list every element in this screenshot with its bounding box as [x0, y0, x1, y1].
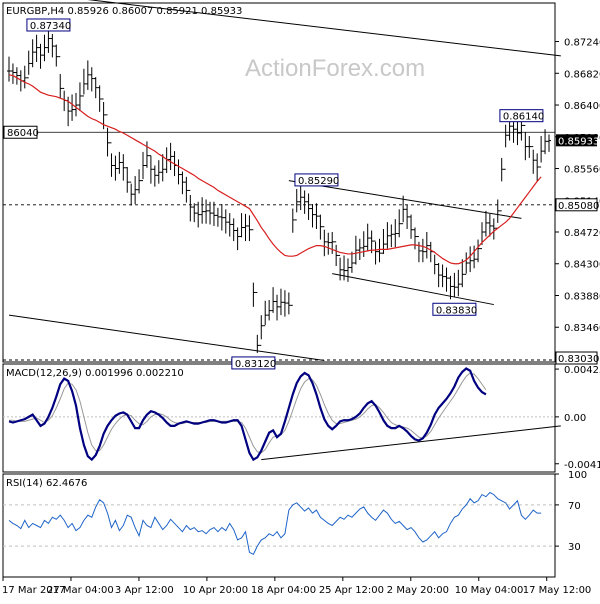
price-level-label: 86040	[7, 128, 39, 139]
rsi-panel-frame	[2, 473, 556, 578]
trend-line	[332, 273, 494, 306]
x-tick-label: 2 May 20:00	[387, 585, 449, 596]
macd-trend-line	[261, 425, 561, 461]
current-price-box	[556, 134, 597, 147]
current-price-label: 0.85933	[558, 136, 599, 147]
pivot-label: 0.87340	[30, 21, 71, 32]
x-tick-label: 17 Mar 2017	[2, 585, 65, 596]
price-level-box	[555, 198, 598, 212]
pivot-label: 0.83830	[436, 305, 477, 316]
main-y-tick-label: 0.83460	[564, 323, 600, 334]
moving-average-line	[8, 74, 542, 265]
rsi-line	[8, 491, 542, 556]
rsi-y-tick-label: 100	[568, 470, 587, 481]
x-tick-label: 3 Apr 12:00	[115, 585, 174, 596]
pivot-label-box	[26, 18, 71, 32]
price-level-box	[3, 125, 38, 139]
rsi-y-tick-label: 30	[568, 542, 581, 553]
pivot-label-box	[432, 302, 477, 316]
macd-signal-line	[9, 372, 487, 454]
main-header: EURGBP,H4 0.85926 0.86007 0.85921 0.8593…	[6, 6, 242, 17]
trend-line	[288, 180, 522, 219]
macd-header: MACD(12,26,9) 0.001996 0.002210	[6, 368, 184, 379]
pivot-label: 0.85290	[298, 176, 339, 187]
macd-y-tick-label: 0.00	[564, 413, 586, 424]
bottom-marker-box	[555, 351, 598, 365]
trend-line	[8, 314, 325, 361]
bottom-marker-label: 0.83030	[558, 354, 599, 365]
rsi-header: RSI(14) 62.4676	[6, 478, 87, 489]
x-tick-label: 27 Mar 04:00	[47, 585, 114, 596]
watermark-text: ActionForex.com	[245, 55, 425, 82]
macd-y-tick-label: -0.004167	[564, 460, 600, 471]
x-tick-label: 18 Apr 04:00	[251, 585, 316, 596]
pivot-label-box	[499, 109, 544, 123]
trend-line	[87, 0, 561, 57]
macd-panel-frame	[2, 363, 556, 473]
x-tick-label: 25 Apr 12:00	[319, 585, 384, 596]
price-level-label: 0.85080	[558, 201, 599, 212]
main-panel-frame	[2, 2, 556, 363]
macd-y-tick-label: 0.00425	[564, 365, 600, 376]
rsi-y-tick-label: 70	[568, 501, 581, 512]
x-tick-label: 17 May 12:00	[523, 585, 592, 596]
pivot-label: 0.83120	[235, 359, 276, 370]
x-tick-label: 10 May 04:00	[455, 585, 524, 596]
pivot-label-box	[294, 173, 339, 187]
pivot-label: 0.86140	[503, 112, 544, 123]
macd-main-line	[8, 367, 487, 462]
pivot-label-box	[231, 356, 276, 370]
x-tick-label: 10 Apr 20:00	[183, 585, 248, 596]
